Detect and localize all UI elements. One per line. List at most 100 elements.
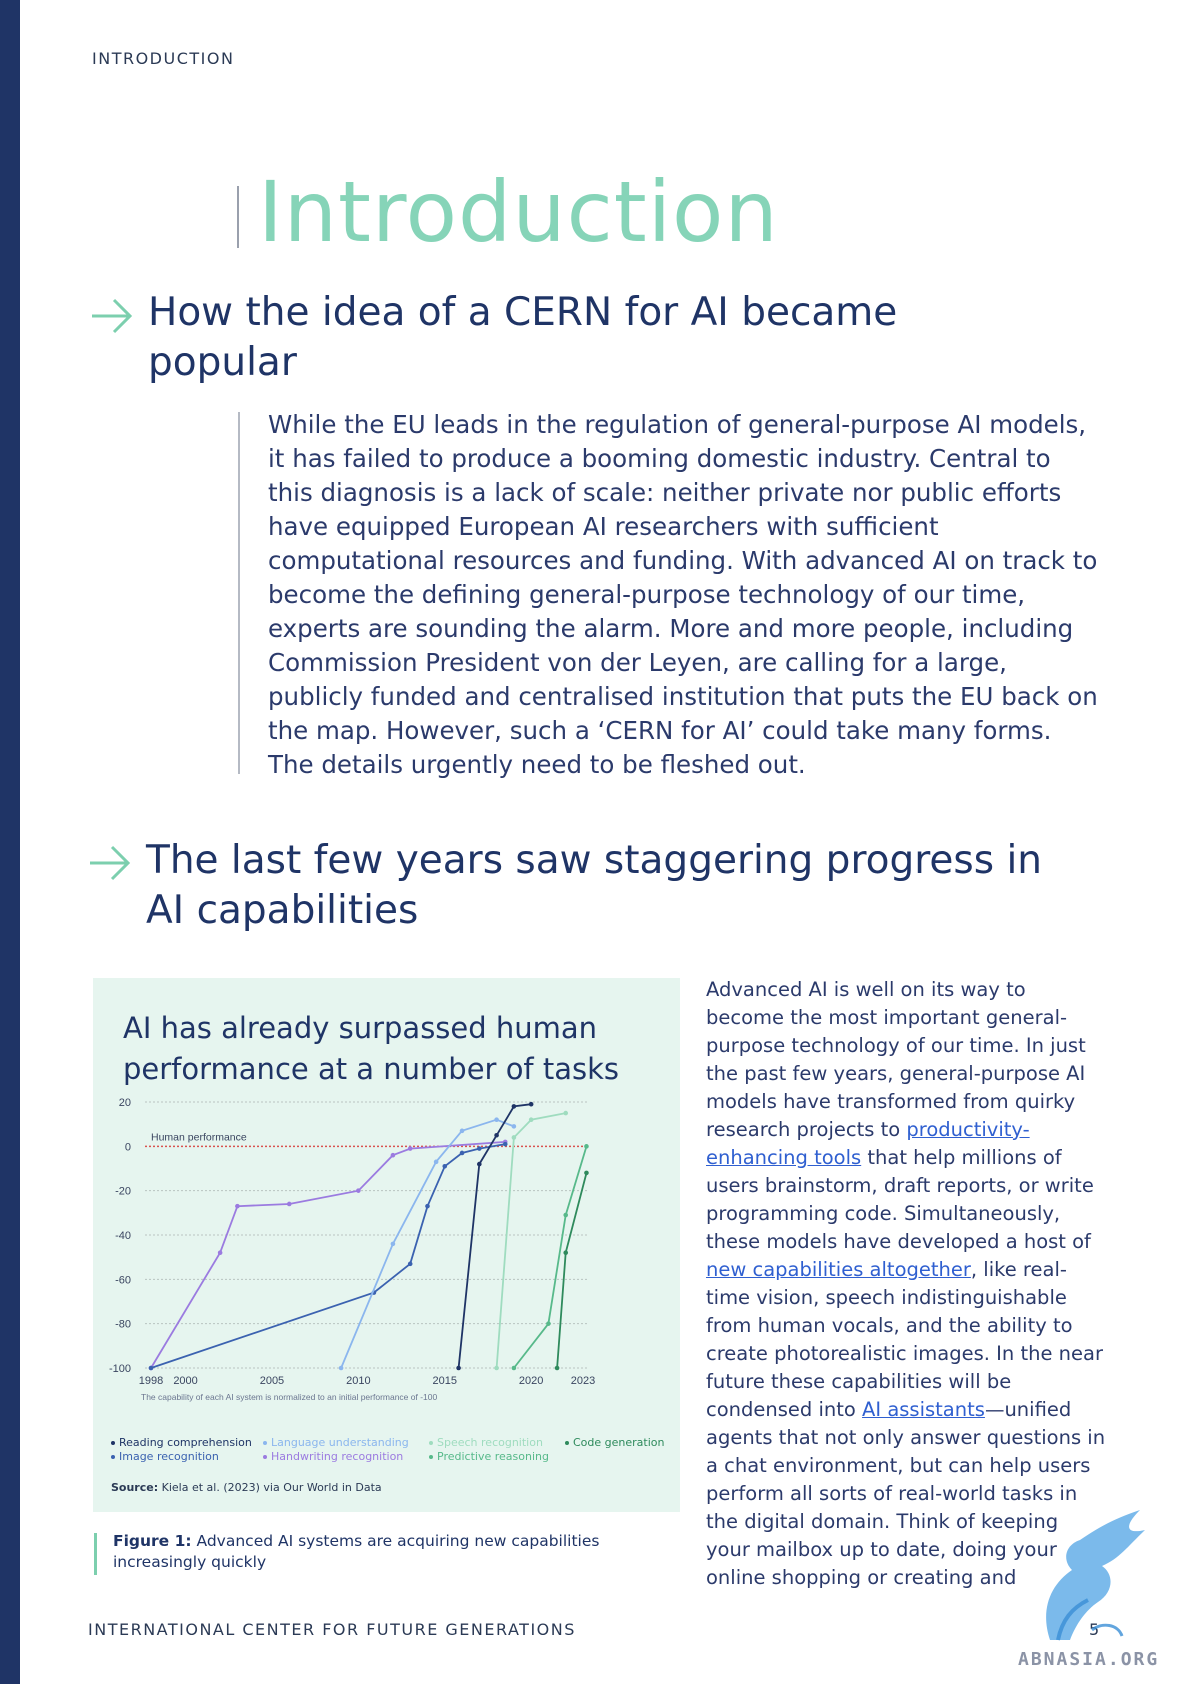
chart-note: The capability of each AI system is norm… <box>141 1392 438 1402</box>
data-point <box>286 1201 292 1207</box>
legend-dot <box>429 1455 433 1459</box>
series-line <box>150 1141 506 1369</box>
legend-item: Reading comprehension <box>111 1436 252 1450</box>
legend-label: Predictive reasoning <box>437 1450 549 1463</box>
figure-caption: Figure 1: Advanced AI systems are acquir… <box>113 1531 673 1573</box>
data-point <box>477 1161 482 1167</box>
y-tick-label: 0 <box>125 1141 131 1153</box>
data-point <box>528 1101 534 1107</box>
legend-item: Image recognition <box>111 1450 252 1464</box>
legend-label: Image recognition <box>119 1450 219 1463</box>
line-chart: 20 0 -20 -40 -60 -80 -100 Human performance 1998… <box>109 1097 595 1402</box>
data-point <box>407 1146 413 1151</box>
legend-column-4: Code generation <box>565 1436 664 1450</box>
series-line <box>150 1143 506 1369</box>
legend-item: Speech recognition <box>429 1436 549 1450</box>
series-line <box>556 1172 588 1369</box>
running-head: INTRODUCTION <box>92 49 235 68</box>
data-point <box>459 1150 465 1156</box>
data-point <box>390 1241 396 1247</box>
data-point <box>528 1117 534 1123</box>
watermark-bird-icon <box>1046 1510 1145 1641</box>
productivity-tools-link[interactable]: productivity-enhancing tools <box>706 1118 1030 1169</box>
intro-paragraph: While the EU leads in the regulation of … <box>268 410 1098 779</box>
section-heading-progress-line2: AI capabilities <box>146 888 419 933</box>
caption-text: Advanced AI systems are acquiring new ca… <box>113 1532 600 1571</box>
footer-org-name: INTERNATIONAL CENTER FOR FUTURE GENERATI… <box>88 1620 576 1639</box>
legend-label: Speech recognition <box>437 1436 543 1449</box>
chart-title: AI has already surpassed human performan… <box>123 1011 620 1086</box>
y-tick-label: -100 <box>109 1363 131 1375</box>
x-tick-label: 2020 <box>519 1375 543 1387</box>
legend-item: Language understanding <box>263 1436 409 1450</box>
data-point <box>494 1365 499 1371</box>
arrow-right-icon <box>90 845 131 881</box>
source-text: Kiela et al. (2023) via Our World in Dat… <box>161 1481 382 1494</box>
caption-label: Figure 1: <box>113 1532 192 1550</box>
legend-dot <box>263 1441 267 1445</box>
x-tick-label: 2015 <box>433 1375 457 1387</box>
legend-label: Reading comprehension <box>119 1436 252 1449</box>
x-tick-label: 2005 <box>260 1375 284 1387</box>
y-tick-label: -80 <box>115 1319 131 1331</box>
y-tick-label: -40 <box>115 1230 131 1242</box>
data-point <box>511 1124 517 1129</box>
side-paragraph: Advanced AI is well on its way to become… <box>706 976 1106 1592</box>
data-point <box>459 1128 465 1134</box>
data-point <box>554 1365 560 1371</box>
y-tick-label: 20 <box>119 1097 131 1109</box>
watermark-text: ABNASIA.ORG <box>1018 1649 1160 1670</box>
data-point <box>477 1146 482 1151</box>
section-heading-cern: How the idea of a CERN for AI became pop… <box>148 288 897 388</box>
data-point <box>425 1203 430 1209</box>
legend-column-3: Speech recognition Predictive reasoning <box>429 1436 549 1464</box>
x-tick-label: 2023 <box>571 1375 595 1387</box>
new-capabilities-link[interactable]: new capabilities altogether <box>706 1258 971 1281</box>
data-point <box>442 1163 448 1169</box>
source-label: Source: <box>111 1481 159 1494</box>
left-color-bar <box>0 0 20 1684</box>
series-line <box>340 1118 515 1369</box>
data-point <box>563 1110 569 1116</box>
section-heading-cern-line2: popular <box>148 340 297 385</box>
legend-item: Handwriting recognition <box>263 1450 409 1464</box>
data-point <box>217 1250 223 1256</box>
data-point <box>511 1365 517 1371</box>
data-point <box>433 1159 439 1165</box>
data-point <box>584 1170 589 1176</box>
data-point <box>407 1261 413 1267</box>
x-tick-label: 1998 <box>139 1375 163 1387</box>
ai-assistants-link[interactable]: AI assistants <box>862 1398 985 1421</box>
data-point <box>511 1135 517 1140</box>
data-point <box>456 1365 461 1371</box>
x-tick-label: 2010 <box>346 1375 370 1387</box>
data-point <box>338 1365 344 1371</box>
human-performance-label: Human performance <box>151 1131 247 1143</box>
page-title: Introduction <box>258 163 779 261</box>
legend-column-2: Language understanding Handwriting recog… <box>263 1436 409 1464</box>
legend-item: Predictive reasoning <box>429 1450 549 1464</box>
data-point <box>494 1117 499 1123</box>
legend-label: Handwriting recognition <box>271 1450 404 1463</box>
side-text-part-2: that help millions of users brainstorm, … <box>706 1146 1094 1253</box>
data-point <box>511 1104 517 1109</box>
data-point <box>563 1250 569 1256</box>
paragraph-rule <box>238 412 240 774</box>
legend-label: Code generation <box>573 1436 665 1449</box>
data-point <box>390 1152 396 1158</box>
series-line <box>513 1146 588 1369</box>
side-text-part-4: —unified agents that not only answer que… <box>706 1398 1106 1589</box>
data-point <box>356 1188 361 1193</box>
arrow-right-icon <box>92 298 133 334</box>
title-rule <box>237 186 239 248</box>
side-text-part-3: , like real-time vision, speech indistin… <box>706 1258 1103 1421</box>
data-point <box>235 1203 240 1209</box>
legend-item: Code generation <box>565 1436 664 1450</box>
data-point <box>502 1141 508 1147</box>
legend-dot <box>111 1441 115 1445</box>
legend-dot <box>111 1455 115 1459</box>
data-point <box>546 1321 551 1326</box>
y-tick-label: -60 <box>115 1274 131 1286</box>
legend-label: Language understanding <box>271 1436 409 1449</box>
data-point <box>494 1132 499 1138</box>
